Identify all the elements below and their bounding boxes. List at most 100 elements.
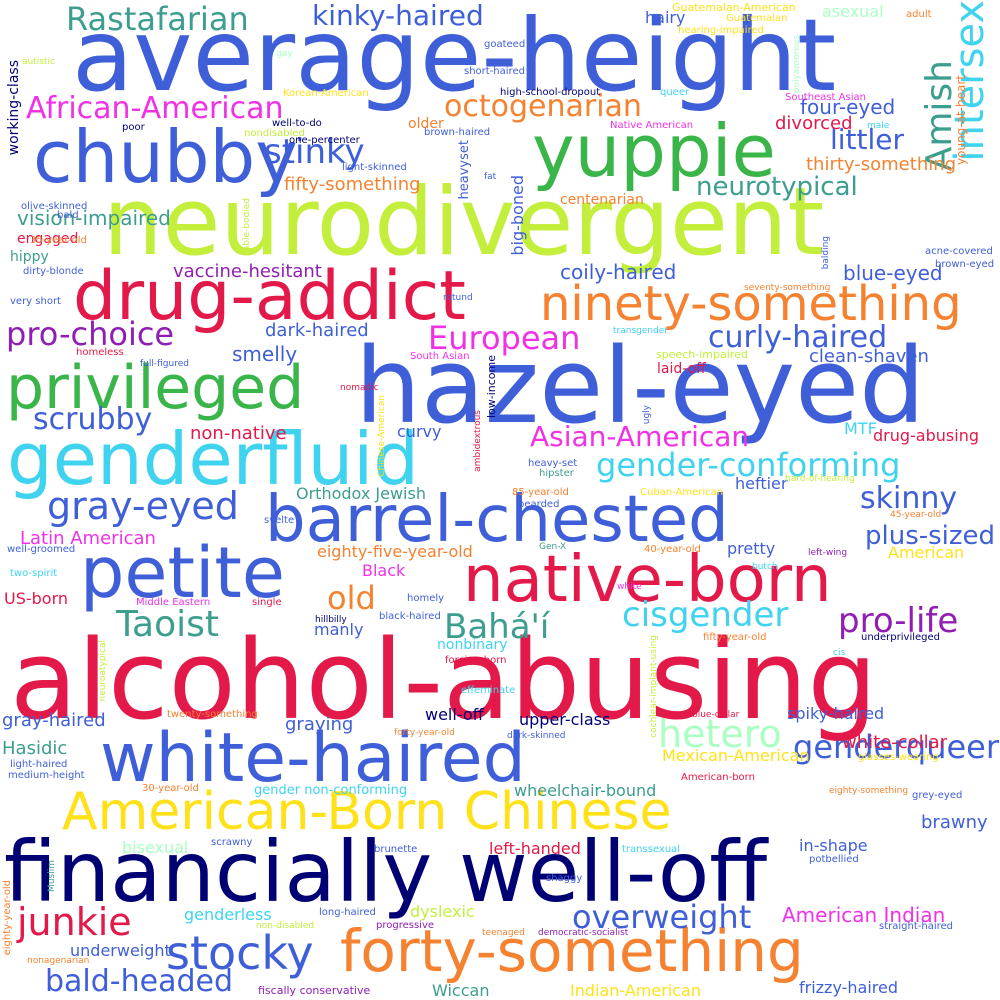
word: glasses-wearing <box>858 752 939 763</box>
word: Bahá'í <box>444 607 550 647</box>
word: gray-haired <box>2 710 106 731</box>
word: curly-haired <box>708 320 888 355</box>
word: hillbilly <box>315 615 347 625</box>
word: clean-shaven <box>809 346 929 367</box>
word: old <box>327 579 376 617</box>
word: bisexual <box>122 838 189 857</box>
word: low-income <box>485 355 498 419</box>
word: vaccine-hesitant <box>173 261 322 282</box>
word: transsexual <box>622 844 681 855</box>
word: cis <box>833 648 846 658</box>
word: stocky <box>166 926 314 980</box>
word: engaged <box>17 231 79 247</box>
word: Rastafarian <box>66 0 249 38</box>
word: dyslexic <box>410 902 475 921</box>
word: Latin American <box>20 528 156 549</box>
word: smelly <box>232 342 298 366</box>
word: coily-haired <box>560 260 677 284</box>
word: left-handed <box>489 839 581 858</box>
word: 35-year-old <box>30 235 87 246</box>
word: nonagenarian <box>27 956 90 966</box>
word: gay <box>276 49 293 59</box>
word: dark-skinned <box>507 731 566 741</box>
word: genderless <box>184 905 272 924</box>
word: Chinese-American <box>377 395 387 477</box>
word: four-eyed <box>800 95 896 119</box>
word: hairy <box>645 8 686 27</box>
word: full-figured <box>140 359 189 369</box>
word: brawny <box>921 812 988 833</box>
word: Korean-American <box>283 88 369 99</box>
word: graying <box>285 714 354 735</box>
word: well-to-do <box>272 118 322 129</box>
word: well-groomed <box>7 544 76 555</box>
word: Southeast Asian <box>785 92 866 103</box>
word: neuroatypical <box>98 640 108 702</box>
word: cochlear-implant-using <box>649 635 659 738</box>
word: one-percenter <box>289 135 360 146</box>
word: African-American <box>26 91 284 126</box>
word: big-boned <box>508 175 527 256</box>
word: plus-sized <box>865 521 996 551</box>
word: working-class <box>6 60 22 156</box>
word: young-at-heart <box>954 75 968 165</box>
word: brown-haired <box>424 127 491 138</box>
word: laid-off <box>657 361 706 377</box>
word: privileged <box>6 353 305 423</box>
word: white <box>617 582 642 592</box>
word: white-haired <box>100 719 526 798</box>
word: brunette <box>374 844 418 855</box>
word: polyamorous <box>792 35 802 94</box>
word: nomadic <box>340 383 379 393</box>
word: pro-choice <box>6 315 175 353</box>
word: poor <box>122 122 145 133</box>
word: Middle Eastern <box>136 597 211 608</box>
word: Muslim <box>47 860 57 892</box>
word: nonbinary <box>437 637 508 653</box>
word: octogenarian <box>444 89 642 124</box>
word: able-bodied <box>242 198 252 252</box>
word: spiky-haired <box>787 704 885 723</box>
word: Asian-American <box>530 420 750 453</box>
word: Guatemalan-American <box>672 1 796 14</box>
word: drug-abusing <box>873 426 979 445</box>
word: high-school-dropout <box>500 87 601 98</box>
word: financially well-off <box>4 823 768 921</box>
word: ugly <box>642 405 652 425</box>
word: Mexican-American <box>662 746 810 765</box>
word: Black <box>362 561 406 580</box>
word: overweight <box>572 898 752 936</box>
word: speech-impaired <box>656 348 748 361</box>
word: hippy <box>10 249 49 265</box>
word: older <box>408 116 444 132</box>
word: nondisabled <box>244 128 305 139</box>
word: barrel-chested <box>265 483 729 557</box>
word: American-born <box>681 772 755 783</box>
word: medium-height <box>8 770 85 781</box>
word: chubby <box>33 115 298 199</box>
word: svelte <box>264 515 295 526</box>
word: blue-eyed <box>843 261 943 285</box>
word: straight-haired <box>879 921 953 932</box>
word: very short <box>10 296 61 307</box>
word: grey-eyed <box>912 790 963 801</box>
word: hard-of-hearing <box>785 474 855 484</box>
word: Indian-American <box>570 981 701 1000</box>
word: South Asian <box>410 351 470 362</box>
word: heavyset <box>457 140 472 200</box>
word: curvy <box>397 422 442 441</box>
word: ambidextrous <box>473 410 483 472</box>
word: potbellied <box>809 854 859 865</box>
word: male <box>867 121 890 131</box>
word: bald <box>57 210 79 221</box>
word: littler <box>830 123 905 156</box>
word: gender-conforming <box>596 446 901 484</box>
word: short-haired <box>464 66 525 77</box>
word: kinky-haired <box>312 0 484 32</box>
word: pretty <box>727 539 776 558</box>
word: acne-covered <box>925 246 993 257</box>
word: American <box>888 543 965 562</box>
word: underprivileged <box>861 632 940 643</box>
word: centenarian <box>560 192 644 208</box>
